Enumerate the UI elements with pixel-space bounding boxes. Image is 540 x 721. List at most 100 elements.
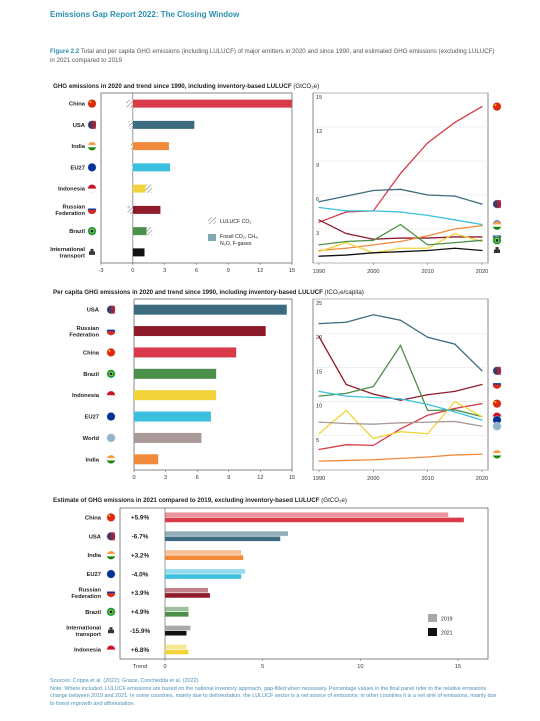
category-label: China — [69, 102, 86, 108]
series-line — [318, 453, 483, 462]
data-point — [399, 399, 402, 401]
fossil-bar — [132, 227, 147, 236]
data-point — [345, 195, 347, 197]
panel3-title: Estimate of GHG emissions in 2021 compar… — [53, 497, 347, 504]
category-label: China — [85, 515, 102, 521]
category-label: USA — [87, 308, 100, 314]
flag-inner — [108, 609, 114, 615]
data-point — [372, 393, 374, 395]
data-point — [454, 195, 456, 197]
data-point — [481, 239, 483, 241]
x-tick-label: 2000 — [367, 476, 379, 482]
flag-star — [108, 350, 111, 352]
flag-top — [87, 204, 97, 209]
flag-stripes — [497, 366, 501, 375]
flag-inner — [89, 228, 95, 234]
flag-disc — [492, 421, 502, 431]
x-tick-label: 0 — [132, 475, 135, 481]
data-point — [427, 249, 429, 252]
ship-cabin — [495, 247, 499, 250]
bar-2019 — [165, 569, 246, 574]
flag-star — [89, 101, 92, 104]
data-point — [345, 321, 347, 323]
data-point — [481, 370, 483, 372]
data-point — [399, 223, 402, 226]
data-point — [372, 423, 374, 425]
ship-icon — [108, 627, 114, 634]
indonesia-flag-icon — [106, 390, 116, 400]
data-point — [345, 409, 347, 412]
data-point — [318, 421, 320, 423]
data-point — [399, 344, 402, 347]
category-label: International — [50, 247, 85, 253]
flag-band — [106, 649, 116, 654]
y-tick-label: 5 — [316, 438, 319, 444]
flag-disc — [106, 348, 116, 357]
x-tick-label: 15 — [289, 475, 295, 481]
brazil-flag-icon — [492, 235, 502, 245]
x-tick-label: 0 — [131, 268, 134, 274]
data-point — [399, 247, 402, 249]
legend-label-2019: 2019 — [441, 617, 453, 623]
data-point — [372, 444, 374, 446]
y-tick-label: 25 — [316, 301, 322, 307]
data-point — [399, 240, 402, 243]
category-label: Federation — [69, 332, 99, 338]
data-point — [318, 249, 320, 252]
data-point — [427, 414, 429, 416]
data-point — [318, 390, 320, 392]
data-point — [372, 437, 374, 440]
legend-swatch-2019 — [428, 614, 437, 622]
fossil-bar — [132, 184, 146, 193]
bar-2019 — [165, 625, 191, 631]
x-tick-label: 9 — [227, 475, 230, 481]
data-point — [481, 236, 483, 238]
data-point — [372, 459, 374, 461]
data-point — [345, 240, 347, 243]
data-point — [372, 252, 374, 254]
data-point — [481, 106, 483, 108]
bar-2021 — [165, 517, 464, 523]
series-line — [318, 314, 483, 372]
legend-swatch-fossil — [208, 234, 216, 241]
data-point — [454, 409, 456, 411]
data-point — [345, 459, 347, 462]
flag-disc — [106, 569, 116, 579]
china-flag-icon — [106, 513, 116, 522]
china-flag-icon — [492, 102, 502, 112]
lulucf-bar — [146, 227, 152, 236]
data-point — [427, 214, 429, 216]
data-point — [427, 421, 429, 423]
bar — [134, 390, 217, 401]
data-point — [454, 411, 456, 413]
data-point — [372, 239, 374, 241]
category-label: Russian — [62, 205, 85, 211]
footer-note: Note: Where included, LULUCF emissions a… — [50, 685, 497, 707]
flag-band — [87, 188, 97, 193]
data-point — [318, 201, 320, 203]
fossil-bar — [132, 248, 145, 257]
data-point — [481, 403, 483, 405]
data-point — [345, 422, 347, 425]
flag-disc — [106, 433, 116, 443]
x-tick-label: 12 — [257, 268, 263, 274]
series-line — [318, 420, 483, 427]
data-point — [454, 401, 456, 403]
series-line — [318, 400, 483, 440]
legend-label-fossil: Fossil CO₂, CH₄, — [220, 234, 259, 240]
bar-2021 — [165, 593, 210, 598]
data-point — [345, 247, 347, 249]
data-point — [427, 456, 429, 458]
flag-stripes — [497, 200, 501, 209]
data-point — [318, 221, 320, 223]
x-tick-label: 2020 — [476, 476, 488, 482]
ship-cabin — [109, 627, 113, 630]
bar-2021 — [165, 630, 187, 636]
data-point — [372, 314, 374, 316]
x-tick-label: 12 — [257, 475, 263, 481]
flag-star — [108, 515, 111, 517]
trend-axis-label: Trend — [133, 664, 147, 670]
bar — [134, 304, 287, 315]
data-point — [372, 244, 374, 246]
category-label: India — [85, 457, 99, 463]
